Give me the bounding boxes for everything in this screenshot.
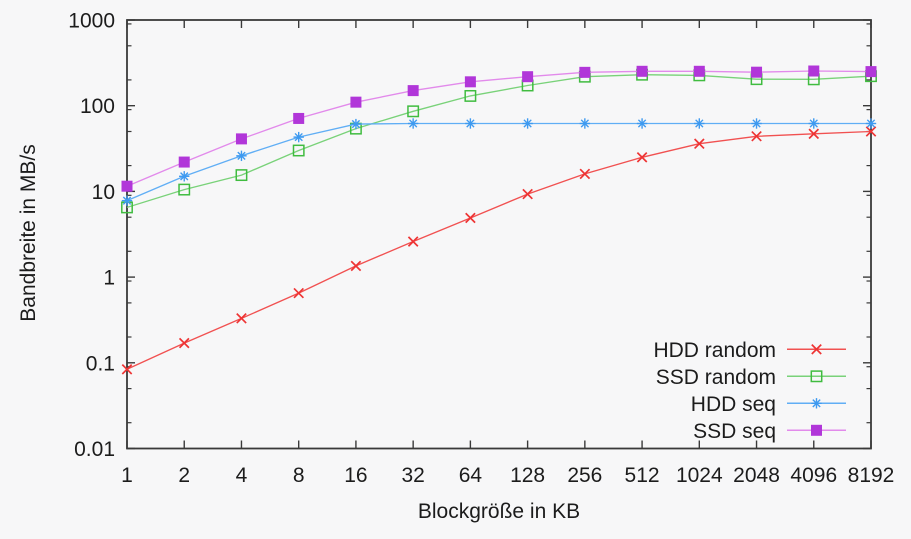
data-point-marker <box>636 151 648 163</box>
y-tick-label: 1000 <box>68 10 115 33</box>
plot-border <box>126 19 872 450</box>
data-point-marker <box>407 105 420 118</box>
data-point-marker <box>179 171 190 182</box>
data-point-marker <box>350 260 362 272</box>
x-tick-label: 1024 <box>676 464 723 487</box>
data-point-marker <box>751 66 763 78</box>
data-point-marker <box>235 133 247 145</box>
legend-entry-ssd-seq: SSD seq <box>693 420 846 443</box>
y-tick-label: 10 <box>92 181 115 204</box>
x-axis: 1 2 4 8 16 32 64 128 256 512 1024 2048 4096 8192 <box>121 20 894 487</box>
legend-label: HDD seq <box>691 393 776 416</box>
legend-label: SSD seq <box>693 420 776 443</box>
legend-label: HDD random <box>653 339 776 362</box>
data-point-marker <box>407 118 419 129</box>
legend-sample-marker <box>810 370 823 383</box>
y-tick-label: 100 <box>80 95 115 118</box>
data-point-marker <box>865 126 877 137</box>
data-point-marker <box>293 112 305 124</box>
data-point-marker <box>350 118 362 130</box>
data-point-marker <box>579 168 591 180</box>
data-point-marker <box>694 138 705 150</box>
series-line <box>126 70 872 187</box>
legend-entry-hdd-random: HDD random <box>653 339 846 362</box>
data-point-marker <box>407 236 419 247</box>
data-point-marker <box>293 287 304 299</box>
data-point-marker <box>292 144 305 157</box>
x-tick-label: 32 <box>401 464 424 487</box>
series-ssd-seq <box>121 65 877 192</box>
x-tick-label: 2048 <box>733 464 780 487</box>
data-point-marker <box>464 89 477 102</box>
data-point-marker <box>293 131 304 143</box>
x-tick-label: 1 <box>121 464 133 487</box>
data-point-marker <box>751 130 762 142</box>
data-point-marker <box>236 313 247 324</box>
data-point-marker <box>579 66 591 78</box>
y-axis-title: Bandbreite in MB/s <box>17 144 40 321</box>
data-point-marker <box>694 118 705 129</box>
data-point-marker <box>865 66 877 78</box>
x-tick-label: 8192 <box>848 464 895 487</box>
legend: HDD random SSD random HDD seq SSD seq <box>653 339 846 443</box>
data-point-marker <box>178 183 191 196</box>
data-point-marker <box>178 156 190 168</box>
series-line <box>126 130 872 370</box>
legend-entry-hdd-seq: HDD seq <box>691 393 846 416</box>
data-point-marker <box>808 65 820 77</box>
data-point-marker <box>808 128 820 140</box>
y-tick-label: 1 <box>103 267 115 290</box>
series-hdd-random <box>121 126 877 375</box>
data-point-marker <box>121 363 133 375</box>
data-point-marker <box>522 71 534 83</box>
legend-label: SSD random <box>656 366 776 389</box>
x-tick-label: 256 <box>567 464 602 487</box>
y-axis: 1000 100 10 1 0.1 0.01 <box>68 10 871 461</box>
data-point-marker <box>693 65 705 77</box>
legend-sample-marker <box>811 398 822 409</box>
data-point-marker <box>178 337 190 349</box>
data-point-marker <box>465 118 476 129</box>
data-point-marker <box>579 118 591 129</box>
data-point-marker <box>636 118 648 129</box>
plot-area: 1 2 4 8 16 32 64 128 256 512 1024 2048 4096 819210001… <box>68 10 894 488</box>
legend-sample-marker <box>811 343 822 355</box>
data-point-marker <box>522 118 533 129</box>
data-point-marker <box>636 65 648 77</box>
data-point-marker <box>235 169 248 182</box>
x-tick-label: 2 <box>178 464 190 487</box>
data-point-marker <box>236 150 247 162</box>
x-axis-title: Blockgröße in KB <box>418 500 580 523</box>
series-hdd-seq <box>121 118 877 206</box>
data-point-marker <box>350 96 362 108</box>
x-tick-label: 4096 <box>790 464 837 487</box>
y-tick-label: 0.1 <box>86 352 115 375</box>
data-point-marker <box>522 188 533 200</box>
data-point-marker <box>751 118 762 129</box>
x-tick-label: 64 <box>459 464 483 487</box>
data-point-marker <box>407 85 419 97</box>
series-line <box>126 74 872 209</box>
x-tick-label: 4 <box>236 464 248 487</box>
data-point-marker <box>121 180 133 192</box>
x-tick-label: 16 <box>344 464 367 487</box>
series-line <box>126 122 871 202</box>
data-point-marker <box>865 118 877 129</box>
y-tick-label: 0.01 <box>74 438 115 461</box>
legend-sample-marker <box>811 424 822 436</box>
x-tick-label: 8 <box>293 464 305 487</box>
x-tick-label: 128 <box>510 464 545 487</box>
legend-entry-ssd-random: SSD random <box>656 366 846 389</box>
x-tick-label: 512 <box>625 464 660 487</box>
data-point-marker <box>121 195 133 206</box>
data-point-marker <box>464 76 476 88</box>
data-point-marker <box>808 118 819 129</box>
data-point-marker <box>465 212 476 224</box>
